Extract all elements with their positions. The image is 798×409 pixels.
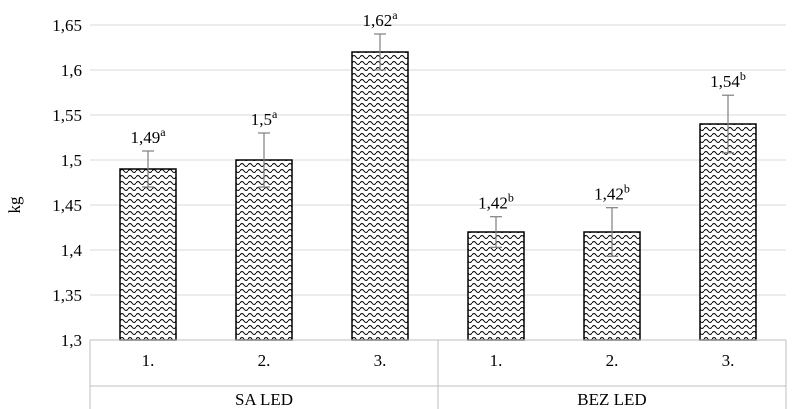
gridlines bbox=[90, 24, 786, 296]
x-category-label: 1. bbox=[490, 351, 503, 370]
x-category-label: 2. bbox=[258, 351, 271, 370]
y-axis-label: kg bbox=[5, 196, 24, 214]
y-tick-label: 1,6 bbox=[61, 61, 82, 80]
bar bbox=[699, 123, 757, 341]
data-label: 1,49a bbox=[130, 125, 166, 147]
y-tick-label: 1,4 bbox=[61, 241, 83, 260]
y-tick-label: 1,45 bbox=[52, 196, 82, 215]
y-tick-label: 1,65 bbox=[52, 16, 82, 35]
bar bbox=[119, 168, 177, 341]
x-category-label: 3. bbox=[722, 351, 735, 370]
x-category-label: 2. bbox=[606, 351, 619, 370]
data-label: 1,42b bbox=[594, 182, 630, 204]
data-label: 1,5a bbox=[251, 107, 278, 129]
y-tick-label: 1,35 bbox=[52, 286, 82, 305]
bars: 1,49a 1,5a 1,62a 1,42b 1,42b 1,54b bbox=[119, 8, 757, 341]
bar bbox=[351, 51, 409, 341]
x-category-label: 1. bbox=[142, 351, 155, 370]
data-label: 1,54b bbox=[710, 69, 746, 91]
y-tick-label: 1,5 bbox=[61, 151, 82, 170]
y-tick-label: 1,55 bbox=[52, 106, 82, 125]
x-group-label: BEZ LED bbox=[577, 390, 646, 409]
y-axis-ticks: 1,3 1,35 1,4 1,45 1,5 1,55 1,6 1,65 bbox=[52, 16, 82, 350]
x-axis: 1. 2. 3. SA LED 1. 2. 3. BEZ LED bbox=[89, 339, 787, 409]
x-category-label: 3. bbox=[374, 351, 387, 370]
data-label: 1,42b bbox=[478, 191, 514, 213]
y-tick-label: 1,3 bbox=[61, 331, 82, 350]
x-group-label: SA LED bbox=[235, 390, 293, 409]
data-label: 1,62a bbox=[362, 8, 398, 30]
bar bbox=[467, 231, 525, 341]
